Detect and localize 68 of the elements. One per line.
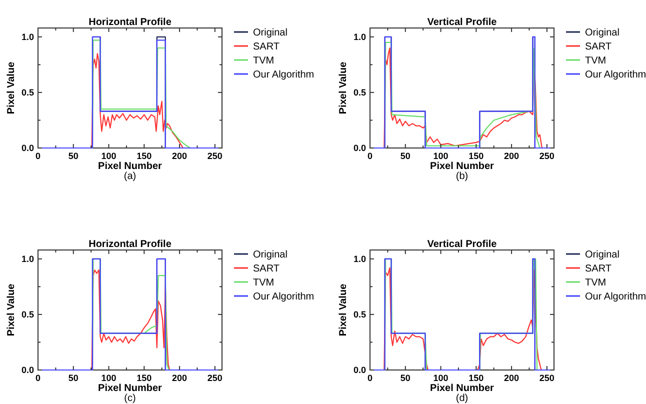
- y-tick-label: 1.0: [21, 32, 34, 42]
- text: (d): [456, 393, 468, 404]
- x-axis-title: Pixel Number: [430, 383, 494, 394]
- x-tick-label: 250: [207, 373, 222, 383]
- legend-label: Original: [585, 250, 620, 260]
- x-tick-label: 200: [172, 151, 188, 161]
- y-tick-label: 0.5: [353, 87, 366, 98]
- x-tick-label: 0: [367, 373, 373, 383]
- legend-label: SART: [253, 264, 280, 274]
- y-tick-label: 0.0: [353, 365, 366, 375]
- x-tick-label: 50: [68, 151, 78, 161]
- x-tick-label: 100: [433, 151, 448, 161]
- legend-label: SART: [585, 264, 612, 274]
- y-tick-label: 0.5: [353, 309, 366, 320]
- x-tick-label: 250: [539, 151, 554, 161]
- legend-label: TVM: [585, 56, 606, 66]
- chart-title: Horizontal Profile: [88, 17, 172, 28]
- x-tick-label: 250: [539, 373, 554, 383]
- x-tick-label: 0: [35, 373, 41, 383]
- text: (b): [456, 171, 468, 182]
- legend-label: TVM: [585, 278, 606, 288]
- legend-label: TVM: [253, 278, 274, 288]
- legend-label: Original: [253, 250, 288, 260]
- legend-label: Our Algorithm: [253, 70, 314, 80]
- x-tick-label: 100: [101, 373, 116, 383]
- x-tick-label: 50: [68, 373, 78, 383]
- legend-label: Our Algorithm: [585, 70, 646, 80]
- legend-label: Original: [253, 28, 288, 38]
- chart-title: Vertical Profile: [427, 17, 498, 28]
- y-tick-label: 1.0: [353, 32, 366, 42]
- y-axis-title: Pixel Value: [6, 283, 17, 336]
- x-tick-label: 150: [468, 151, 484, 161]
- x-tick-label: 150: [136, 151, 152, 161]
- x-tick-label: 200: [504, 373, 520, 383]
- chart-title: Vertical Profile: [427, 239, 498, 250]
- y-tick-label: 0.5: [21, 87, 34, 98]
- text: (a): [124, 171, 136, 182]
- x-tick-label: 0: [367, 151, 373, 161]
- x-axis-title: Pixel Number: [430, 161, 494, 172]
- y-axis-title: Pixel Value: [6, 61, 17, 114]
- x-tick-label: 250: [207, 151, 222, 161]
- x-tick-label: 100: [101, 151, 116, 161]
- legend-label: Original: [585, 28, 620, 38]
- x-tick-label: 100: [433, 373, 448, 383]
- legend-label: Our Algorithm: [585, 292, 646, 302]
- x-tick-label: 200: [172, 373, 188, 383]
- y-tick-label: 0.5: [21, 309, 34, 320]
- y-tick-label: 0.0: [21, 365, 34, 375]
- chart-title: Horizontal Profile: [88, 239, 172, 250]
- y-axis-title: Pixel Value: [338, 283, 349, 336]
- x-tick-label: 150: [136, 373, 152, 383]
- y-tick-label: 1.0: [353, 254, 366, 264]
- y-tick-label: 0.0: [21, 143, 34, 153]
- legend-label: TVM: [253, 56, 274, 66]
- x-tick-label: 50: [400, 373, 410, 383]
- y-axis-title: Pixel Value: [338, 61, 349, 114]
- legend-label: Our Algorithm: [253, 292, 314, 302]
- x-tick-label: 150: [468, 373, 484, 383]
- text: (c): [124, 393, 136, 404]
- x-axis-title: Pixel Number: [98, 383, 162, 394]
- legend-label: SART: [585, 42, 612, 52]
- x-tick-label: 200: [504, 151, 520, 161]
- x-tick-label: 0: [35, 151, 41, 161]
- x-tick-label: 50: [400, 151, 410, 161]
- y-tick-label: 0.0: [353, 143, 366, 153]
- x-axis-title: Pixel Number: [98, 161, 162, 172]
- y-tick-label: 1.0: [21, 254, 34, 264]
- legend-label: SART: [253, 42, 280, 52]
